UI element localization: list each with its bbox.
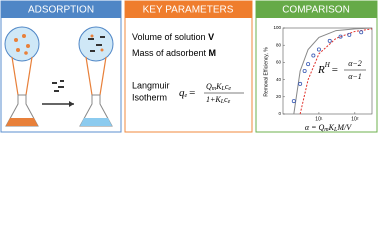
- curve: [299, 28, 373, 115]
- header: [256, 1, 377, 18]
- point: [298, 81, 303, 86]
- curve: [293, 27, 373, 115]
- formula-part: H: [324, 61, 331, 69]
- point: [347, 32, 352, 37]
- plot-frame: [282, 27, 373, 115]
- formula-part: e: [228, 86, 231, 92]
- header-title: ADSORPTION: [28, 5, 94, 16]
- formula-numerator: QmKLce: [206, 82, 231, 93]
- formula-part: α = Q: [305, 123, 325, 132]
- parameter-symbol: V: [208, 32, 214, 42]
- formula-denominator: 1+KLce: [206, 95, 231, 106]
- header: [125, 1, 252, 18]
- formula: RH =: [317, 61, 338, 76]
- formula-part: m: [324, 127, 329, 133]
- y-tick-label: 40: [276, 77, 282, 82]
- formula-part: =: [189, 87, 195, 99]
- y-axis-label: Removal Efficiency, %: [263, 47, 269, 97]
- formula-part: M/V: [336, 123, 352, 132]
- point: [302, 69, 307, 74]
- y-tick-label: 60: [276, 60, 282, 65]
- illustration: [4, 26, 114, 127]
- point: [316, 47, 321, 52]
- x-tick-label: 10¹: [315, 116, 323, 122]
- formula-part: L: [333, 127, 338, 133]
- formula-part: L: [220, 86, 225, 92]
- header-title: KEY PARAMETERS: [143, 5, 234, 16]
- formula-part: Q: [206, 82, 212, 91]
- formula-part: q: [179, 87, 185, 99]
- formula-part: L: [220, 99, 225, 105]
- parameter: Mass of adsorbent M: [132, 48, 216, 58]
- formula-part: c: [224, 95, 228, 104]
- x-tick-label: 10²: [351, 116, 359, 122]
- formula-part: e: [228, 99, 231, 105]
- y-tick-label: 0: [278, 111, 281, 116]
- parameter: Volume of solution V: [132, 32, 214, 42]
- formula-part: e: [185, 93, 188, 99]
- plot: 0 20 40 60 80 100 10¹ 10²: [273, 25, 373, 122]
- y-tick-label: 80: [276, 42, 282, 47]
- point: [327, 38, 332, 43]
- formula-part: 1+K: [206, 95, 221, 104]
- parameter-text: Volume of solution: [132, 32, 208, 42]
- formula-part: K: [215, 82, 222, 91]
- formula-part: R: [317, 64, 325, 76]
- point: [306, 62, 311, 67]
- formula: qe =: [179, 87, 195, 100]
- point: [291, 99, 296, 104]
- formula-part: K: [328, 123, 335, 132]
- formula-numerator: α−2: [348, 59, 362, 68]
- point: [338, 34, 343, 39]
- isotherm-label: Isotherm: [132, 92, 167, 102]
- formula-denominator: α−1: [348, 72, 362, 81]
- point: [359, 30, 364, 35]
- isotherm-label: Langmuir: [132, 80, 170, 90]
- header-title: COMPARISON: [282, 5, 350, 16]
- formula-part: m: [212, 86, 217, 92]
- parameter-text: Mass of adsorbent: [132, 48, 209, 58]
- parameter-symbol: M: [209, 48, 217, 58]
- point: [311, 53, 316, 58]
- x-axis-label: α = QmKLM/V: [305, 123, 352, 133]
- formula-part: c: [225, 82, 229, 91]
- formula-part: =: [332, 64, 338, 76]
- panel-frame: [124, 0, 253, 133]
- y-tick-label: 100: [273, 25, 281, 30]
- header: [1, 1, 121, 18]
- y-tick-label: 20: [276, 94, 282, 99]
- graphical-abstract: ADSORPTION KEY PARAMETERS COMPARISON Vol…: [0, 0, 378, 133]
